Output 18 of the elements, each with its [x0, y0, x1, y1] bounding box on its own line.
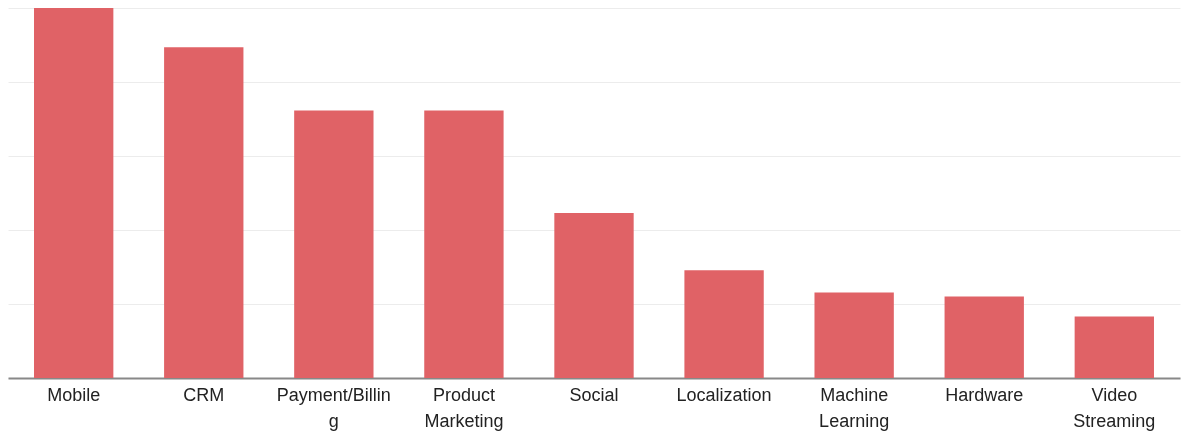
bar [34, 8, 114, 378]
bar [294, 110, 374, 378]
x-tick-label: Hardware [945, 384, 1024, 405]
bar [684, 270, 764, 378]
bar [164, 47, 244, 378]
x-tick-label: Video Streaming [1073, 384, 1156, 431]
x-tick-label: Localization [676, 384, 772, 405]
bar [1074, 316, 1154, 378]
x-tick-label: Social [569, 384, 619, 405]
bar [944, 296, 1024, 378]
bar [554, 212, 634, 378]
bar [814, 292, 894, 378]
x-tick-label: Payment/Billing [276, 384, 391, 431]
x-tick-label: Machine Learning [819, 384, 890, 431]
x-tick-label: Mobile [47, 384, 101, 405]
bar [424, 110, 504, 378]
x-tick-label: CRM [183, 384, 225, 405]
x-tick-label: Product Marketing [424, 384, 504, 431]
